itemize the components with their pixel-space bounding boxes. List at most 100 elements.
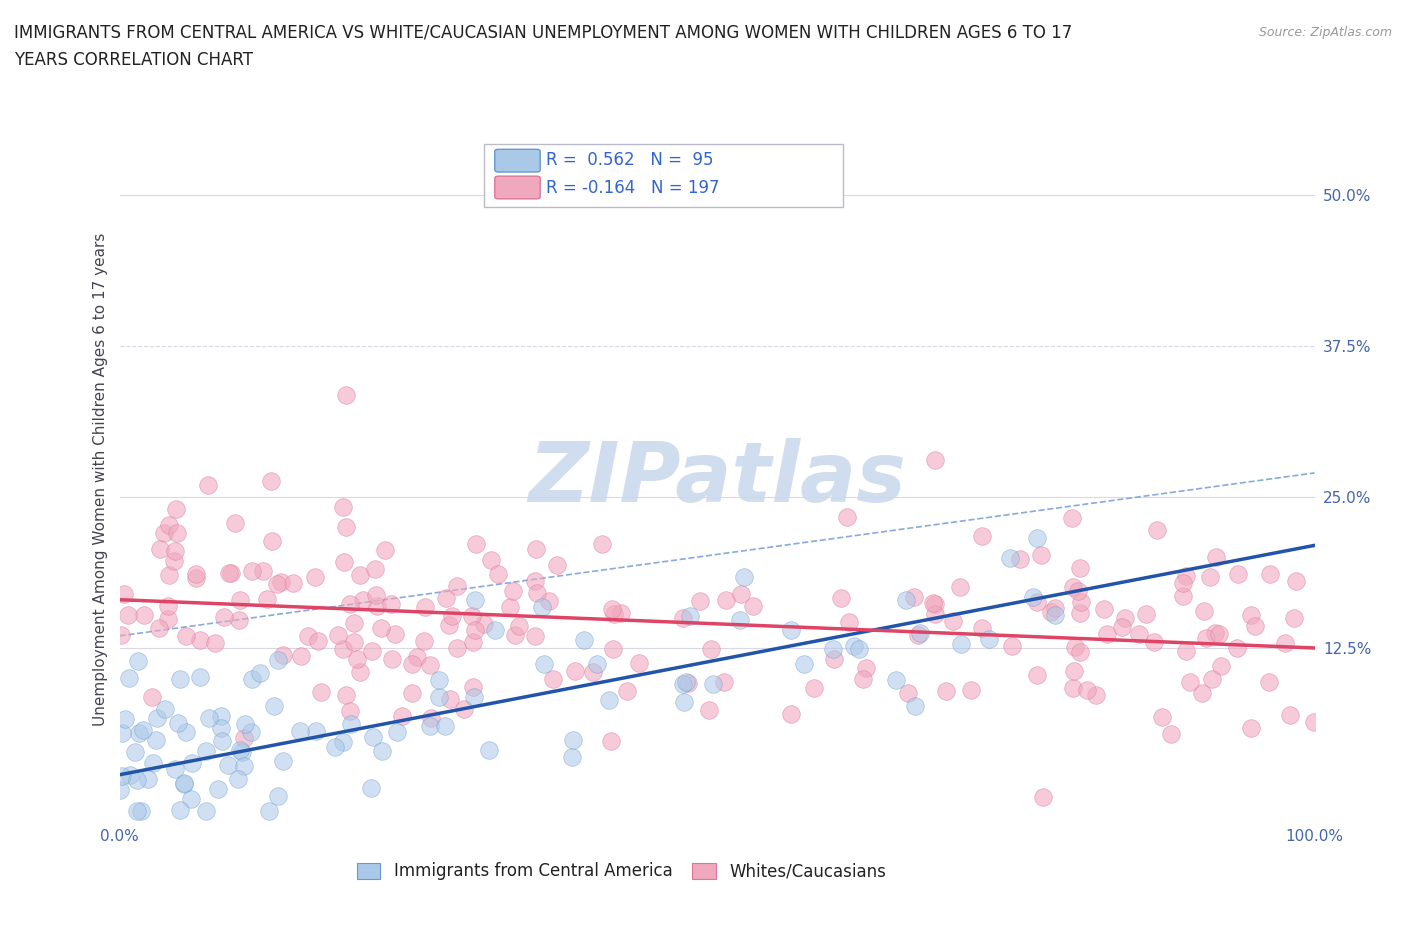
Point bbox=[231, 745, 253, 760]
Point bbox=[779, 707, 801, 722]
Point bbox=[349, 665, 371, 680]
Point bbox=[167, 715, 190, 730]
Point bbox=[700, 642, 723, 657]
Point bbox=[977, 631, 1000, 646]
Point bbox=[586, 657, 609, 671]
Point bbox=[842, 638, 865, 653]
Point bbox=[908, 626, 931, 641]
Point bbox=[537, 593, 560, 608]
Point bbox=[675, 674, 697, 689]
Point bbox=[924, 596, 946, 611]
Point bbox=[153, 701, 176, 716]
Point bbox=[1199, 569, 1222, 584]
Point bbox=[374, 543, 396, 558]
Point bbox=[463, 634, 485, 649]
Point bbox=[533, 657, 555, 671]
Point bbox=[266, 577, 288, 591]
Point bbox=[1194, 630, 1216, 644]
Point bbox=[1146, 523, 1168, 538]
Point bbox=[360, 780, 382, 795]
Point bbox=[184, 566, 207, 581]
Point bbox=[1208, 627, 1230, 642]
Point bbox=[343, 634, 366, 649]
Point bbox=[1201, 671, 1223, 686]
Point bbox=[689, 594, 711, 609]
Point bbox=[290, 649, 312, 664]
Point bbox=[672, 677, 695, 692]
Point bbox=[1069, 605, 1091, 620]
Point bbox=[260, 534, 283, 549]
Point bbox=[1128, 627, 1150, 642]
Point bbox=[598, 693, 620, 708]
Text: ZIPatlas: ZIPatlas bbox=[529, 438, 905, 520]
Point bbox=[195, 804, 218, 818]
Point bbox=[464, 592, 486, 607]
Point bbox=[1205, 550, 1227, 565]
Point bbox=[884, 672, 907, 687]
Point bbox=[730, 613, 752, 628]
Point bbox=[114, 711, 136, 726]
Point bbox=[780, 622, 803, 637]
Point bbox=[339, 703, 361, 718]
Point bbox=[166, 525, 188, 540]
Point bbox=[297, 628, 319, 643]
Point bbox=[209, 708, 232, 723]
Point bbox=[180, 791, 202, 806]
Point bbox=[169, 803, 191, 817]
Point bbox=[730, 587, 752, 602]
Point bbox=[233, 758, 256, 773]
Text: YEARS CORRELATION CHART: YEARS CORRELATION CHART bbox=[14, 51, 253, 69]
Point bbox=[1031, 548, 1053, 563]
Point bbox=[211, 734, 233, 749]
Point bbox=[366, 587, 388, 602]
Point bbox=[163, 554, 186, 569]
Point bbox=[226, 772, 249, 787]
Point bbox=[195, 744, 218, 759]
Point bbox=[132, 607, 155, 622]
FancyBboxPatch shape bbox=[484, 144, 842, 207]
Point bbox=[830, 591, 852, 605]
Point bbox=[219, 566, 242, 581]
Point bbox=[821, 642, 844, 657]
Point bbox=[218, 565, 240, 580]
Point bbox=[564, 664, 586, 679]
Point bbox=[959, 683, 981, 698]
Point bbox=[1062, 511, 1084, 525]
Point bbox=[1022, 590, 1045, 604]
Point bbox=[897, 685, 920, 700]
Point bbox=[252, 564, 274, 578]
Point bbox=[249, 666, 271, 681]
Point bbox=[260, 473, 283, 488]
Point bbox=[406, 649, 429, 664]
Point bbox=[1085, 687, 1108, 702]
Point bbox=[1063, 664, 1085, 679]
Point bbox=[1282, 611, 1305, 626]
Point bbox=[204, 635, 226, 650]
Point bbox=[1111, 620, 1133, 635]
Point bbox=[361, 730, 384, 745]
Point bbox=[1040, 605, 1063, 620]
Point bbox=[907, 628, 929, 643]
Point bbox=[263, 698, 285, 713]
Point bbox=[391, 709, 413, 724]
Point bbox=[935, 684, 957, 698]
Point bbox=[924, 606, 946, 621]
Point bbox=[1143, 634, 1166, 649]
Point bbox=[228, 613, 250, 628]
Point bbox=[1076, 683, 1098, 698]
Point bbox=[463, 690, 485, 705]
Point bbox=[803, 681, 825, 696]
Point bbox=[142, 756, 165, 771]
Point bbox=[434, 591, 457, 605]
Point bbox=[546, 558, 568, 573]
Point bbox=[838, 615, 860, 630]
Point bbox=[157, 518, 180, 533]
Point bbox=[1070, 594, 1092, 609]
Point bbox=[702, 677, 724, 692]
Point bbox=[1062, 681, 1084, 696]
Point bbox=[1209, 658, 1232, 673]
Point bbox=[370, 621, 392, 636]
Point bbox=[111, 769, 134, 784]
Point bbox=[672, 611, 695, 626]
Point bbox=[1244, 618, 1267, 633]
